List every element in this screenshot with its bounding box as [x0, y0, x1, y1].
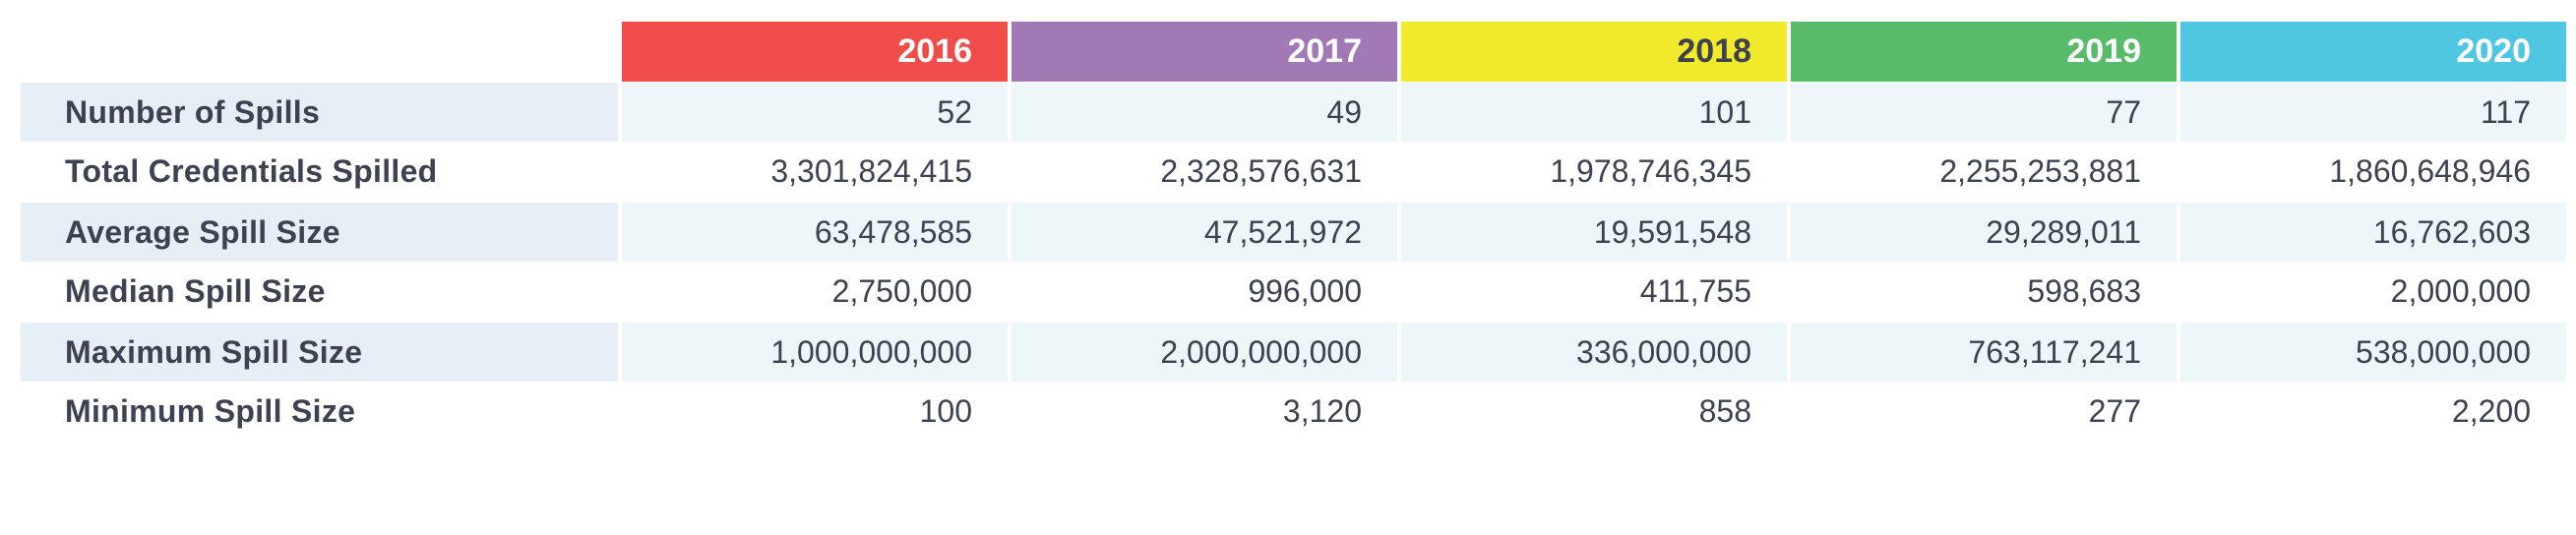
column-header-2018: 2018	[1401, 22, 1787, 82]
table-cell: 858	[1698, 393, 1751, 429]
table-cell: 336,000,000	[1401, 322, 1787, 382]
row-label: Number of Spills	[21, 82, 618, 142]
table-cell: 47,521,972	[1012, 202, 1397, 262]
spill-statistics-table: 2016 2017 2018 2019 2020 Number of Spills 52 49…	[21, 22, 2566, 442]
table-cell: 2,000,000	[2390, 273, 2531, 309]
table-cell: 1,000,000,000	[622, 322, 1008, 382]
column-header-2019: 2019	[1791, 22, 2177, 82]
row-label: Maximum Spill Size	[21, 322, 618, 382]
table-cell: 117	[2180, 82, 2566, 142]
column-header-2020: 2020	[2180, 22, 2566, 82]
table-cell: 49	[1012, 82, 1397, 142]
table-cell: 538,000,000	[2180, 322, 2566, 382]
table-cell: 101	[1401, 82, 1787, 142]
table-cell: 100	[919, 393, 972, 429]
table-cell: 598,683	[2027, 273, 2141, 309]
table-cell: 63,478,585	[622, 202, 1008, 262]
row-label: Minimum Spill Size	[65, 393, 356, 429]
column-header-2016: 2016	[622, 22, 1008, 82]
row-label: Average Spill Size	[21, 202, 618, 262]
table-cell: 277	[2088, 393, 2141, 429]
table-cell: 3,301,824,415	[770, 153, 972, 189]
table-cell: 2,200	[2451, 393, 2531, 429]
table-cell: 16,762,603	[2180, 202, 2566, 262]
table-cell: 29,289,011	[1791, 202, 2177, 262]
table-cell: 2,000,000,000	[1012, 322, 1397, 382]
table-cell: 2,328,576,631	[1160, 153, 1362, 189]
table-cell: 1,978,746,345	[1550, 153, 1751, 189]
table-cell: 19,591,548	[1401, 202, 1787, 262]
corner-cell	[21, 22, 618, 82]
table-cell: 52	[622, 82, 1008, 142]
row-label: Total Credentials Spilled	[65, 153, 438, 189]
column-header-2017: 2017	[1012, 22, 1397, 82]
table-cell: 2,255,253,881	[1939, 153, 2141, 189]
table-cell: 996,000	[1248, 273, 1362, 309]
table-cell: 77	[1791, 82, 2177, 142]
table-cell: 3,120	[1282, 393, 1362, 429]
row-label: Median Spill Size	[65, 273, 326, 309]
table-cell: 2,750,000	[831, 273, 972, 309]
table-cell: 411,755	[1639, 273, 1751, 309]
table-cell: 1,860,648,946	[2329, 153, 2531, 189]
table-cell: 763,117,241	[1791, 322, 2177, 382]
